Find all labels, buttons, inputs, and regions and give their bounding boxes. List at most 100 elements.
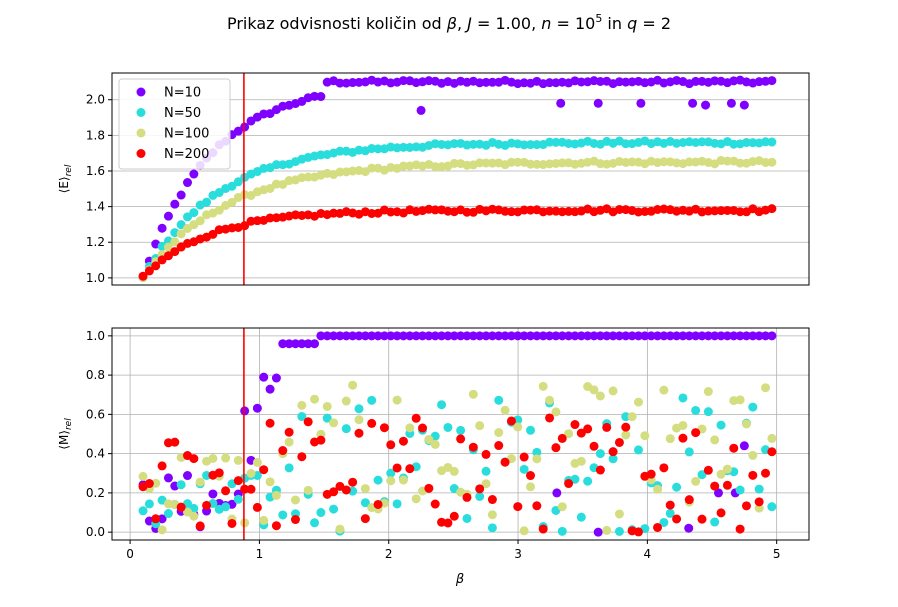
data-point bbox=[519, 140, 529, 150]
data-point bbox=[456, 425, 466, 435]
data-point bbox=[392, 499, 402, 509]
data-point bbox=[741, 331, 751, 341]
data-point bbox=[538, 381, 548, 391]
data-point bbox=[316, 435, 326, 445]
data-point bbox=[157, 223, 167, 233]
data-point bbox=[449, 466, 459, 476]
data-point bbox=[735, 207, 745, 217]
data-point bbox=[195, 521, 205, 531]
data-point bbox=[602, 331, 612, 341]
data-point bbox=[576, 456, 586, 466]
data-point bbox=[729, 139, 739, 149]
title-eq-q: = 2 bbox=[637, 14, 671, 33]
data-point bbox=[386, 476, 396, 486]
data-point bbox=[659, 157, 669, 167]
data-point bbox=[767, 502, 777, 512]
energy-axes-frame bbox=[111, 72, 810, 286]
data-point bbox=[176, 480, 186, 490]
data-point bbox=[170, 247, 180, 257]
data-point bbox=[462, 331, 472, 341]
data-point bbox=[646, 469, 656, 479]
data-point bbox=[430, 439, 440, 449]
data-point bbox=[691, 476, 701, 486]
data-point bbox=[722, 156, 732, 166]
data-point bbox=[341, 424, 351, 434]
data-point bbox=[138, 471, 148, 481]
data-point bbox=[367, 395, 377, 405]
data-point bbox=[367, 163, 377, 173]
data-point bbox=[722, 205, 732, 215]
magnetization-y-label: ⟨M⟩rel bbox=[57, 418, 74, 450]
data-point bbox=[144, 266, 154, 276]
data-point bbox=[672, 331, 682, 341]
energy-panel: 1.01.21.41.61.82.0 ⟨E⟩rel N=10N=50N=100N… bbox=[57, 72, 810, 286]
data-point bbox=[303, 485, 313, 495]
data-point bbox=[303, 417, 313, 427]
data-point bbox=[411, 413, 421, 423]
data-point bbox=[468, 442, 478, 452]
data-point bbox=[208, 453, 218, 463]
data-point bbox=[739, 100, 749, 110]
data-point bbox=[665, 500, 675, 510]
data-point bbox=[208, 229, 218, 239]
data-point bbox=[221, 453, 231, 463]
magnetization-y-label-main: ⟨M⟩ bbox=[57, 430, 71, 450]
title-J: J bbox=[464, 14, 472, 33]
data-point bbox=[608, 331, 618, 341]
data-point bbox=[252, 502, 262, 512]
data-point bbox=[519, 205, 529, 215]
data-point bbox=[221, 502, 231, 512]
data-point bbox=[329, 504, 339, 514]
data-point bbox=[481, 331, 491, 341]
data-point bbox=[653, 331, 663, 341]
data-point bbox=[170, 237, 180, 247]
data-point bbox=[475, 421, 485, 431]
data-point bbox=[227, 181, 237, 191]
data-point bbox=[278, 339, 288, 349]
data-point bbox=[526, 425, 535, 435]
legend-box bbox=[118, 78, 231, 170]
data-point bbox=[182, 212, 192, 222]
data-point bbox=[593, 98, 603, 108]
data-point bbox=[602, 422, 612, 432]
data-point bbox=[398, 161, 408, 171]
series-n-10 bbox=[138, 75, 777, 282]
data-point bbox=[462, 492, 472, 502]
data-point bbox=[354, 415, 364, 425]
data-point bbox=[608, 454, 618, 464]
data-point bbox=[703, 206, 713, 216]
data-point bbox=[576, 428, 586, 438]
data-point bbox=[748, 402, 758, 412]
data-point bbox=[532, 140, 542, 150]
data-point bbox=[741, 138, 751, 148]
data-point bbox=[373, 144, 383, 154]
data-point bbox=[233, 494, 243, 504]
data-point bbox=[386, 468, 396, 478]
title-sep1: , bbox=[457, 14, 467, 33]
data-point bbox=[576, 77, 586, 87]
data-point bbox=[691, 76, 701, 86]
data-point bbox=[297, 412, 307, 422]
data-point bbox=[653, 522, 663, 532]
data-point bbox=[767, 447, 777, 457]
data-point bbox=[322, 413, 332, 423]
magnetization-y-label-sub: rel bbox=[64, 418, 74, 430]
energy-y-label-sub: rel bbox=[64, 164, 74, 176]
data-point bbox=[163, 251, 173, 261]
title-beta: β bbox=[446, 14, 457, 33]
data-point bbox=[735, 485, 745, 495]
data-point bbox=[665, 434, 675, 444]
data-point bbox=[754, 503, 764, 513]
data-point bbox=[487, 77, 497, 87]
data-point bbox=[513, 422, 523, 432]
data-point bbox=[214, 205, 224, 215]
data-point bbox=[468, 139, 478, 149]
data-point bbox=[348, 477, 358, 487]
data-point bbox=[418, 331, 428, 341]
data-point bbox=[341, 396, 351, 406]
data-point bbox=[310, 394, 320, 404]
data-point bbox=[437, 400, 447, 410]
data-point bbox=[506, 207, 516, 217]
data-point bbox=[767, 433, 777, 443]
data-point bbox=[659, 331, 669, 341]
